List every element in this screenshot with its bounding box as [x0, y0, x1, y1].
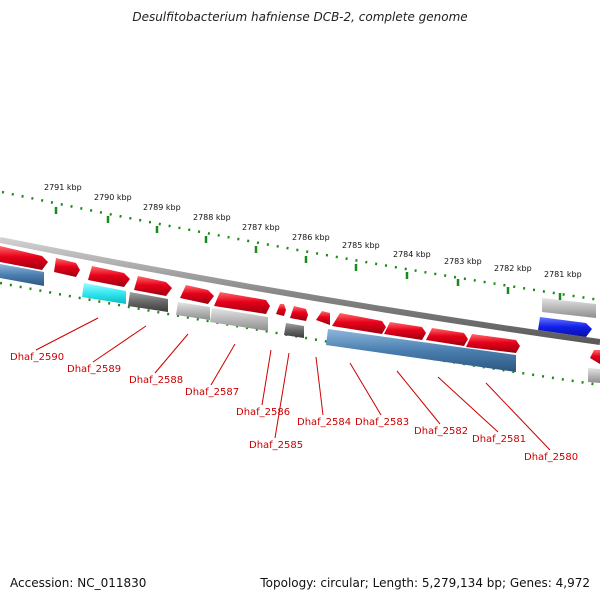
- scale-tick-label: 2791 kbp: [44, 183, 82, 192]
- forward-strand-genes: [0, 246, 600, 364]
- genome-backbone: [0, 237, 600, 345]
- gene-arrow[interactable]: [134, 276, 172, 296]
- scale-tick-label: 2781 kbp: [544, 270, 582, 279]
- cds-bar[interactable]: [128, 292, 168, 312]
- gene-label[interactable]: Dhaf_2587: [185, 387, 239, 398]
- gene-label[interactable]: Dhaf_2582: [414, 426, 468, 437]
- gene-leader-line: [154, 333, 189, 374]
- gene-arrow[interactable]: [88, 266, 130, 287]
- cds-bar[interactable]: [326, 329, 516, 372]
- gene-label[interactable]: Dhaf_2586: [236, 407, 290, 418]
- cds-bar[interactable]: [542, 298, 596, 318]
- gene-arrow[interactable]: [384, 322, 426, 340]
- gene-arrow[interactable]: [590, 350, 600, 364]
- gene-leader-line: [349, 362, 382, 416]
- cds-bar[interactable]: [284, 323, 304, 338]
- gene-leader-line: [210, 343, 236, 386]
- gene-arrow[interactable]: [276, 304, 286, 316]
- scale-tick-label: 2782 kbp: [494, 264, 532, 273]
- scale-tick-label: 2790 kbp: [94, 193, 132, 202]
- gene-arrow[interactable]: [214, 292, 270, 314]
- gene-arrow[interactable]: [332, 313, 386, 334]
- scale-tick-label: 2784 kbp: [393, 250, 431, 259]
- gene-leader-line: [35, 317, 99, 351]
- gene-leader-line: [315, 356, 324, 416]
- gene-label[interactable]: Dhaf_2588: [129, 375, 183, 386]
- gene-label[interactable]: Dhaf_2590: [10, 352, 64, 363]
- gene-label[interactable]: Dhaf_2580: [524, 452, 578, 463]
- gene-arrow[interactable]: [180, 285, 214, 304]
- gene-arrow[interactable]: [0, 246, 48, 270]
- gene-arrow[interactable]: [54, 258, 80, 277]
- gene-label[interactable]: Dhaf_2581: [472, 434, 526, 445]
- genome-summary-text: Topology: circular; Length: 5,279,134 bp…: [260, 576, 590, 590]
- cds-bar[interactable]: [176, 302, 210, 320]
- feature-bars: [0, 264, 600, 383]
- cds-bar[interactable]: [538, 317, 592, 337]
- cds-bar[interactable]: [588, 368, 600, 383]
- gene-arrow[interactable]: [426, 328, 468, 346]
- gene-leader-line: [261, 349, 272, 406]
- gene-arrow[interactable]: [290, 306, 308, 321]
- gene-leader-line: [92, 325, 147, 363]
- outer-scale-ring: [1, 190, 600, 302]
- scale-tick-label: 2785 kbp: [342, 241, 380, 250]
- gene-leader-line: [485, 382, 551, 451]
- gene-label[interactable]: Dhaf_2585: [249, 440, 303, 451]
- gene-leader-line: [437, 376, 499, 433]
- map-title: Desulfitobacterium hafniense DCB-2, comp…: [132, 10, 468, 24]
- gene-label[interactable]: Dhaf_2583: [355, 417, 409, 428]
- gene-arrow[interactable]: [466, 334, 520, 353]
- cds-bar[interactable]: [210, 308, 268, 331]
- gene-leader-line: [396, 370, 441, 425]
- cds-bar[interactable]: [0, 264, 44, 286]
- gene-label[interactable]: Dhaf_2589: [67, 364, 121, 375]
- scale-tick-label: 2783 kbp: [444, 257, 482, 266]
- scale-tick-label: 2787 kbp: [242, 223, 280, 232]
- gene-leader-line: [274, 352, 290, 439]
- accession-text: Accession: NC_011830: [10, 576, 147, 590]
- scale-ticks: 2791 kbp 2790 kbp 2789 kbp 2788 kbp 2787 kbp…: [44, 183, 582, 300]
- scale-tick-label: 2789 kbp: [143, 203, 181, 212]
- gene-label[interactable]: Dhaf_2584: [297, 417, 351, 428]
- cds-bar[interactable]: [82, 283, 126, 304]
- scale-tick-label: 2788 kbp: [193, 213, 231, 222]
- scale-tick-label: 2786 kbp: [292, 233, 330, 242]
- gene-arrow[interactable]: [316, 311, 330, 325]
